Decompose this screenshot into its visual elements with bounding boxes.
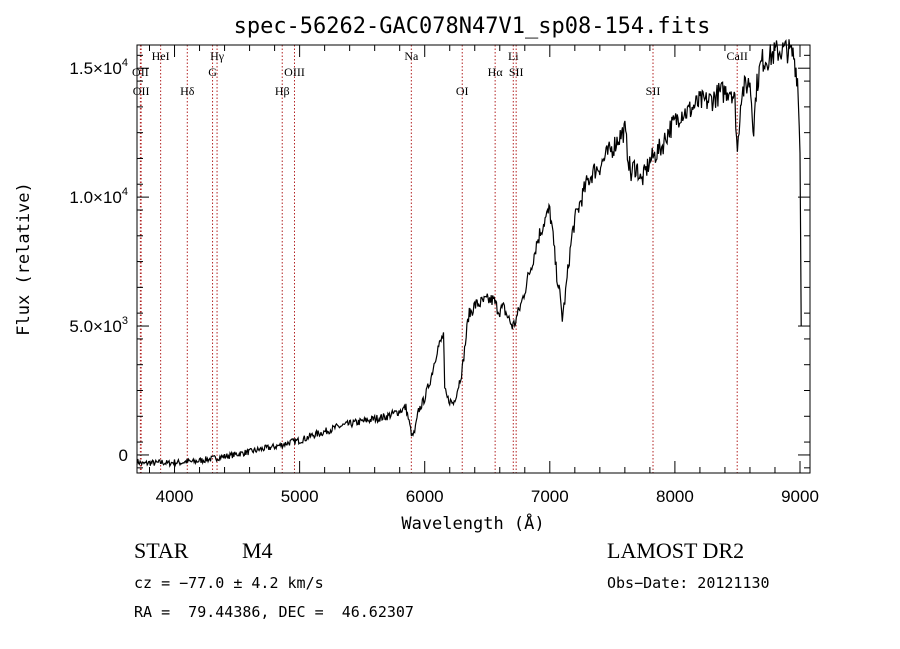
data-release: LAMOST DR2 — [607, 538, 745, 563]
x-tick-label: 8000 — [656, 487, 694, 506]
object-class: STAR — [134, 538, 189, 563]
observation-date: Obs−Date: 20121130 — [607, 574, 770, 592]
line-marker-label: OII — [132, 65, 149, 79]
line-marker-label: Hβ — [275, 84, 290, 98]
line-marker-label: Hδ — [180, 84, 195, 98]
object-subclass: M4 — [242, 538, 273, 563]
y-tick-label: 1.0×104 — [69, 186, 128, 207]
line-marker-label: HeI — [152, 49, 170, 63]
coordinates: RA = 79.44386, DEC = 46.62307 — [134, 603, 414, 621]
spectrum-line — [136, 39, 802, 468]
line-marker-label: OII — [133, 84, 150, 98]
x-axis-label: Wavelength (Å) — [401, 512, 544, 534]
line-marker-label: G — [208, 65, 217, 79]
line-marker-label: OI — [456, 84, 469, 98]
redshift-cz: cz = −77.0 ± 4.2 km/s — [134, 574, 324, 592]
line-marker-label: SII — [646, 84, 661, 98]
chart-title: spec-56262-GAC078N47V1_sp08-154.fits — [234, 14, 711, 39]
x-tick-label: 4000 — [156, 487, 194, 506]
plot-frame — [136, 44, 811, 474]
line-marker-label: Hα — [488, 65, 504, 79]
line-marker-label: Hγ — [210, 49, 225, 63]
y-tick-label: 1.5×104 — [69, 57, 128, 78]
line-marker-label: Na — [404, 49, 419, 63]
line-marker-label: OIII — [284, 65, 305, 79]
x-tick-label: 9000 — [781, 487, 819, 506]
x-axis: 4000 5000 6000 7000 8000 9000 — [149, 45, 819, 506]
line-marker-label: CaII — [727, 49, 748, 63]
y-axis: 0 5.0×103 1.0×104 1.5×104 — [69, 54, 810, 469]
y-axis-label: Flux (relative) — [14, 182, 34, 336]
line-marker-label: Li — [508, 49, 519, 63]
line-marker-label: SII — [509, 65, 524, 79]
x-tick-label: 5000 — [281, 487, 319, 506]
y-tick-label: 0 — [119, 446, 128, 465]
x-tick-label: 7000 — [531, 487, 569, 506]
x-tick-label: 6000 — [406, 487, 444, 506]
y-tick-label: 5.0×103 — [69, 315, 128, 336]
